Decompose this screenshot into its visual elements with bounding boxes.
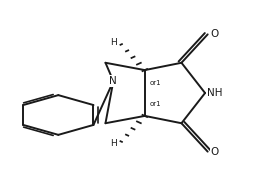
Text: O: O	[210, 147, 218, 157]
Text: N: N	[110, 76, 117, 86]
Text: H: H	[110, 139, 117, 148]
Text: H: H	[110, 38, 117, 47]
Text: or1: or1	[150, 101, 162, 107]
Text: NH: NH	[207, 88, 223, 98]
Text: O: O	[210, 29, 218, 39]
Text: or1: or1	[150, 80, 162, 86]
